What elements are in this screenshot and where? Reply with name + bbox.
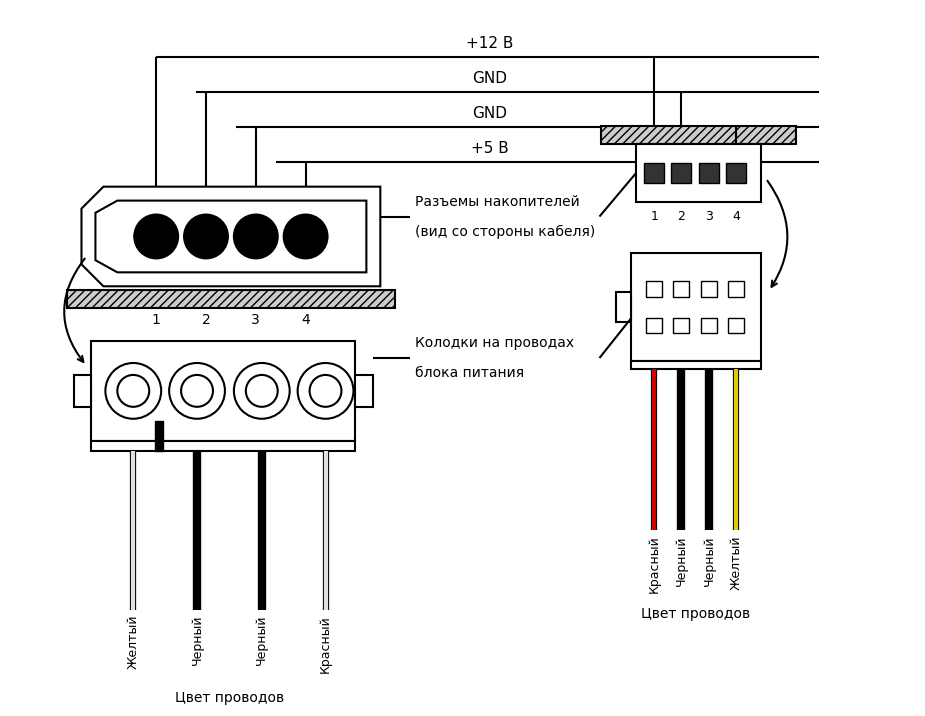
Polygon shape (95, 200, 366, 272)
Text: 1: 1 (152, 313, 161, 327)
Circle shape (134, 215, 179, 258)
Text: 4: 4 (302, 313, 310, 327)
Circle shape (298, 363, 353, 419)
Text: 2: 2 (202, 313, 210, 327)
Text: +5 В: +5 В (471, 141, 509, 156)
Text: Красный: Красный (648, 536, 660, 593)
Bar (155, 421, 163, 450)
Text: +12 В: +12 В (466, 37, 513, 52)
Circle shape (284, 215, 327, 258)
Text: Черный: Черный (191, 615, 204, 665)
Text: 1: 1 (650, 210, 659, 223)
Circle shape (234, 215, 278, 258)
Text: 3: 3 (705, 210, 713, 223)
Bar (636, 144, 761, 202)
Bar (601, 126, 796, 144)
Text: Желтый: Желтый (730, 536, 743, 590)
Bar (67, 290, 395, 308)
Circle shape (234, 363, 290, 419)
Circle shape (181, 375, 213, 407)
Circle shape (246, 375, 278, 407)
Text: (вид со стороны кабеля): (вид со стороны кабеля) (415, 225, 596, 238)
Text: 2: 2 (677, 210, 685, 223)
Text: GND: GND (473, 106, 508, 121)
Bar (647, 317, 662, 334)
Bar (632, 361, 761, 369)
Text: 3: 3 (252, 313, 260, 327)
Bar (92, 341, 355, 440)
Circle shape (184, 215, 228, 258)
Text: Черный: Черный (674, 536, 687, 586)
Text: Разъемы накопителей: Разъемы накопителей (415, 195, 580, 208)
Bar (728, 317, 744, 334)
Bar (632, 253, 761, 361)
Circle shape (117, 375, 149, 407)
Circle shape (169, 363, 225, 419)
Text: Колодки на проводах: Колодки на проводах (415, 336, 574, 350)
Text: 4: 4 (732, 210, 740, 223)
Circle shape (310, 375, 341, 407)
Bar (726, 163, 746, 183)
Text: Цвет проводов: Цвет проводов (175, 691, 284, 705)
Bar (673, 281, 689, 297)
Bar (645, 163, 664, 183)
Text: блока питания: блока питания (415, 366, 524, 380)
Circle shape (105, 363, 161, 419)
Text: Цвет проводов: Цвет проводов (640, 607, 749, 621)
Bar (699, 163, 719, 183)
Text: Черный: Черный (255, 615, 268, 665)
Text: Желтый: Желтый (127, 615, 140, 669)
Text: GND: GND (473, 71, 508, 86)
Bar (701, 317, 717, 334)
Bar (701, 281, 717, 297)
Text: Черный: Черный (703, 536, 716, 586)
Bar (673, 317, 689, 334)
Bar (728, 281, 744, 297)
Text: Красный: Красный (319, 615, 332, 673)
Bar (647, 281, 662, 297)
Polygon shape (81, 187, 380, 286)
Bar (92, 440, 355, 450)
Bar (355, 375, 374, 407)
Bar (616, 292, 632, 322)
Bar (73, 375, 92, 407)
Bar (672, 163, 691, 183)
